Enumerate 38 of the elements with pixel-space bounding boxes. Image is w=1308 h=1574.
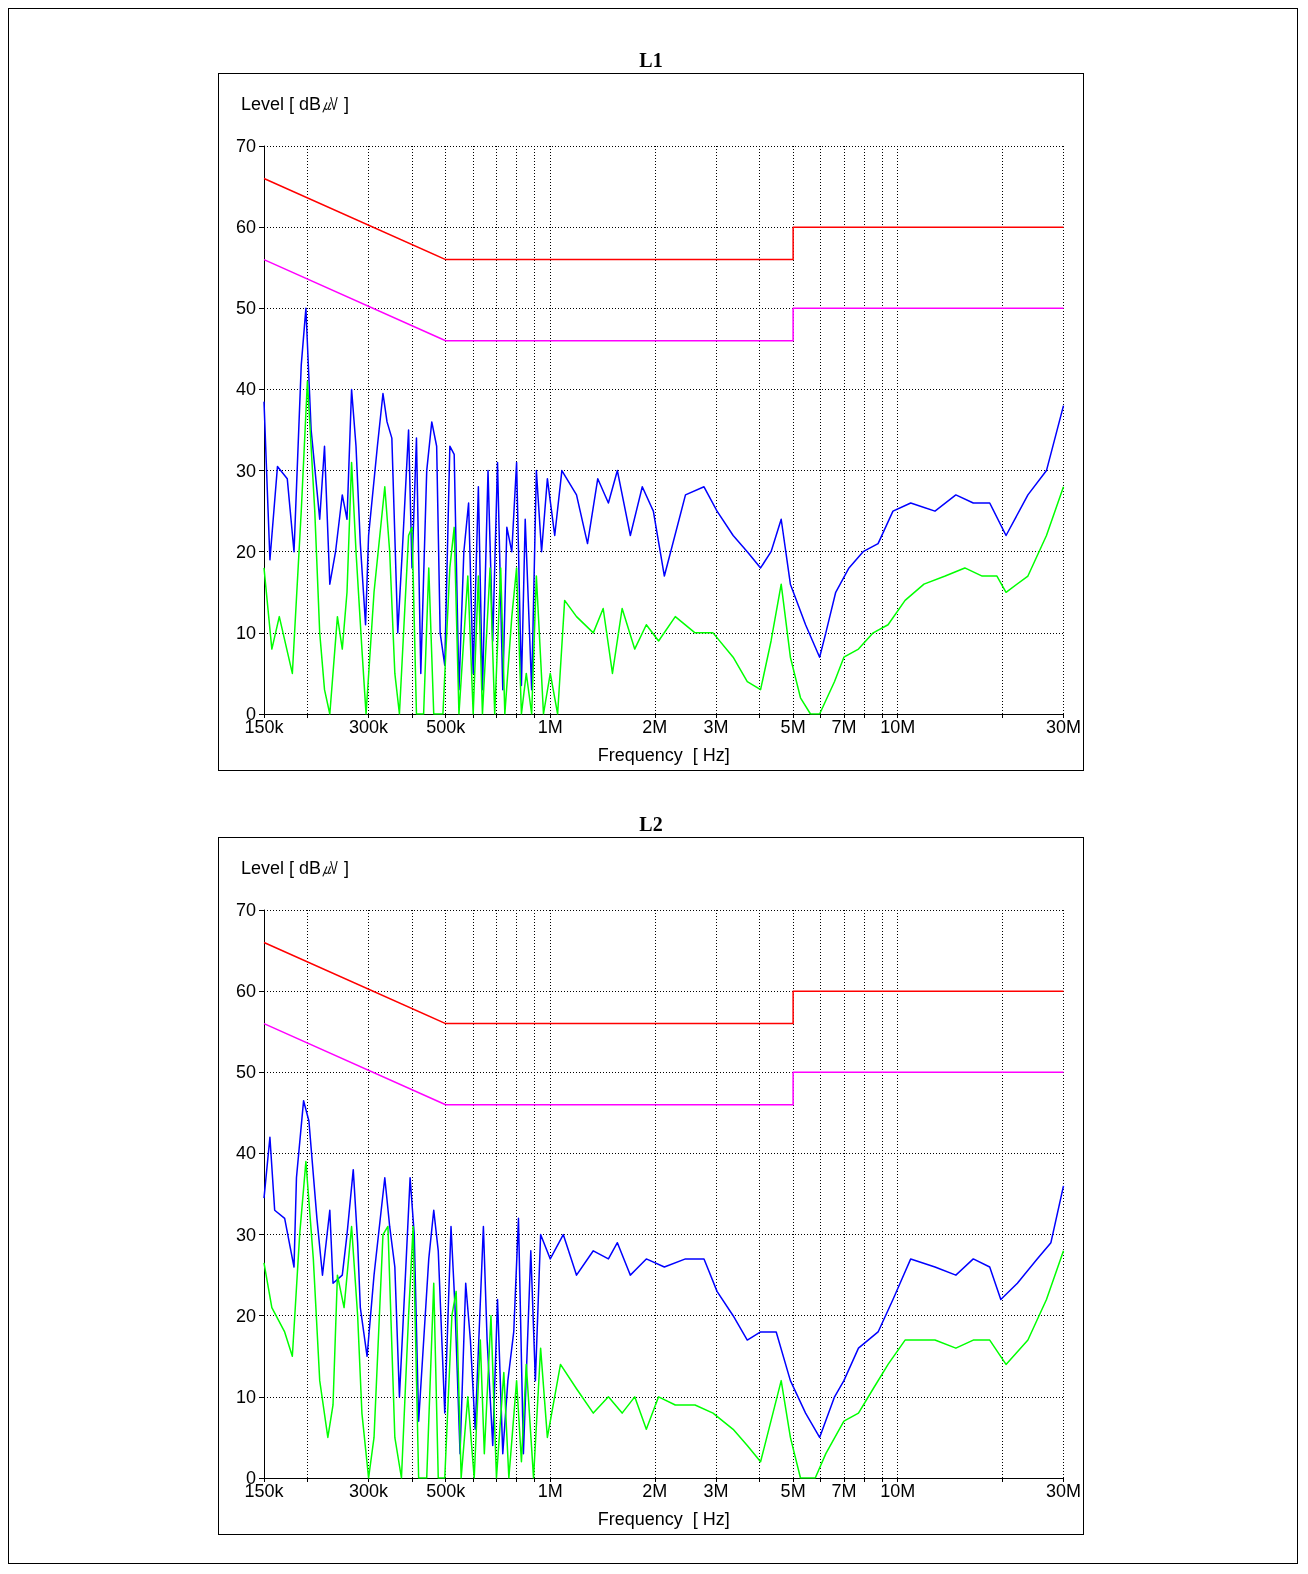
y-tick-label: 30 — [235, 460, 256, 481]
x-tick-label: 300k — [349, 1481, 390, 1501]
y-tick-label: 50 — [235, 298, 256, 319]
x-axis-title: Frequency [ Hz] — [597, 745, 730, 765]
x-tick-label: 3M — [703, 717, 729, 737]
x-tick-label: 30M — [1045, 717, 1081, 737]
y-tick-label: 70 — [235, 136, 256, 156]
y-tick-label: 20 — [235, 541, 256, 562]
x-axis-title: Frequency [ Hz] — [597, 1509, 730, 1529]
y-tick-label: 40 — [235, 1143, 256, 1164]
x-tick-label: 10M — [880, 1481, 916, 1501]
x-tick-label: 10M — [880, 717, 916, 737]
y-tick-label: 20 — [235, 1305, 256, 1326]
x-tick-label: 7M — [831, 717, 857, 737]
chart-title: L2 — [639, 813, 663, 835]
y-tick-label: 30 — [235, 1224, 256, 1245]
y-tick-label: 60 — [235, 981, 256, 1002]
y-axis-title: Level [ dB㎶ ] — [241, 858, 350, 878]
x-tick-label: 500k — [426, 717, 467, 737]
x-tick-label: 500k — [426, 1481, 467, 1501]
y-tick-label: 10 — [235, 622, 256, 643]
x-tick-label: 1M — [537, 717, 563, 737]
y-tick-label: 60 — [235, 217, 256, 238]
x-tick-label: 5M — [780, 717, 806, 737]
x-tick-label: 300k — [349, 717, 390, 737]
x-tick-label: 1M — [537, 1481, 563, 1501]
x-tick-label: 5M — [780, 1481, 806, 1501]
y-tick-label: 50 — [235, 1062, 256, 1083]
x-tick-label: 30M — [1045, 1481, 1081, 1501]
x-tick-label: 2M — [642, 1481, 668, 1501]
chart-title: L1 — [639, 49, 663, 71]
x-tick-label: 2M — [642, 717, 668, 737]
x-tick-label: 3M — [703, 1481, 729, 1501]
y-tick-label: 40 — [235, 379, 256, 400]
x-tick-label: 7M — [831, 1481, 857, 1501]
y-tick-label: 10 — [235, 1386, 256, 1407]
y-axis-title: Level [ dB㎶ ] — [241, 94, 350, 114]
y-tick-label: 70 — [235, 900, 256, 920]
